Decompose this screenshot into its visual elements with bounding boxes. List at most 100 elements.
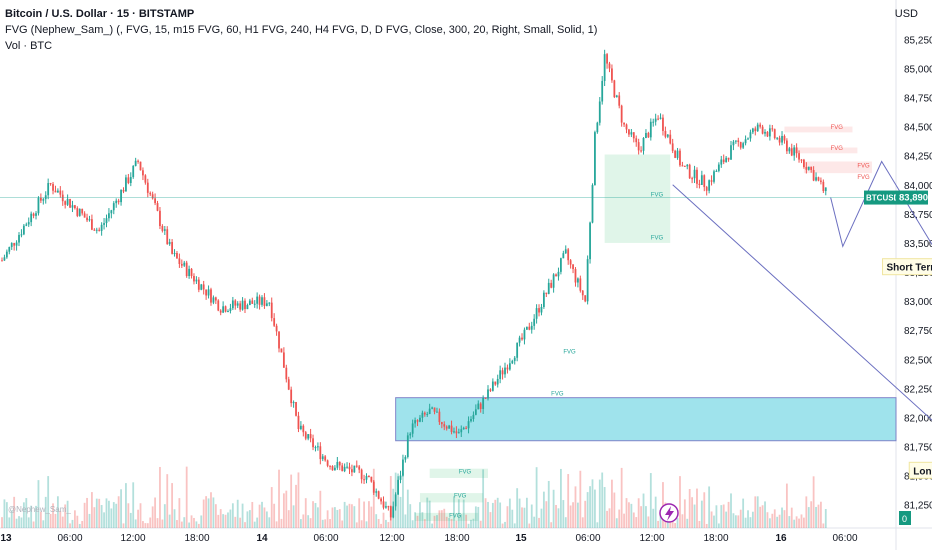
- candle-body: [732, 141, 735, 146]
- candle-body: [273, 318, 276, 326]
- volume-bar: [69, 523, 71, 528]
- volume-bar: [173, 509, 176, 528]
- volume-bar: [217, 514, 220, 528]
- candle-body: [317, 446, 319, 448]
- symbol-title[interactable]: Bitcoin / U.S. Dollar · 15 · BITSTAMP: [5, 8, 195, 20]
- volume-bar: [428, 500, 431, 528]
- candle-body: [115, 200, 118, 204]
- volume-bar: [137, 509, 139, 528]
- y-tick-label: 82,000: [904, 413, 932, 424]
- volume-bar: [698, 520, 701, 528]
- volume-bar: [820, 501, 822, 528]
- volume-bar: [499, 502, 502, 528]
- volume-bar: [742, 498, 745, 528]
- volume-bar: [195, 521, 198, 528]
- candle-body: [49, 183, 52, 185]
- volume-bar: [453, 496, 455, 528]
- volume-bar: [523, 507, 526, 528]
- candle-body: [346, 466, 348, 468]
- candle-body: [482, 397, 485, 410]
- volume-bar: [450, 519, 453, 528]
- candle-body: [159, 210, 161, 227]
- y-tick-label: 81,750: [904, 443, 932, 454]
- candle-body: [574, 269, 577, 283]
- candle-body: [812, 169, 815, 181]
- fvg-label: FVG: [551, 391, 564, 397]
- volume-bar: [460, 514, 463, 528]
- candle-body: [795, 147, 798, 154]
- candle-body: [180, 263, 183, 266]
- volume-bar: [86, 497, 88, 528]
- volume-bar: [805, 496, 808, 528]
- volume-bar: [696, 488, 698, 528]
- volume-bar: [577, 502, 579, 528]
- candle-body: [287, 379, 290, 390]
- volume-bar: [550, 522, 553, 528]
- candle-body: [402, 459, 404, 476]
- candle-body: [314, 447, 317, 449]
- candle-body: [800, 159, 803, 161]
- candle-body: [652, 121, 655, 123]
- volume-bar: [730, 493, 732, 528]
- candle-body: [727, 157, 730, 160]
- candle-body: [151, 194, 154, 199]
- volume-bar: [231, 503, 234, 528]
- volume-bar: [13, 496, 16, 528]
- indicator-legend[interactable]: FVG (Nephew_Sam_) (, FVG, 15, m15 FVG, 6…: [5, 24, 598, 36]
- candle-body: [756, 124, 759, 132]
- volume-bar: [290, 474, 293, 528]
- candle-body: [423, 412, 426, 415]
- candle-body: [562, 253, 565, 259]
- volume-bar: [309, 518, 312, 528]
- volume-bar: [397, 473, 399, 528]
- volume-bar: [795, 516, 798, 528]
- candle-body: [822, 181, 825, 192]
- candle-body: [438, 411, 441, 423]
- volume-bar: [307, 515, 310, 528]
- volume-bar: [788, 516, 791, 528]
- candle-body: [156, 203, 159, 211]
- volume-bar: [620, 467, 623, 528]
- volume-bar: [717, 523, 720, 528]
- volume-bar: [535, 467, 538, 528]
- volume-bar: [380, 523, 382, 528]
- candle-body: [61, 194, 64, 202]
- currency-label[interactable]: USD: [894, 8, 918, 20]
- volume-bar: [662, 482, 664, 528]
- volume-bar: [108, 500, 110, 528]
- candle-body: [212, 297, 215, 303]
- volume-bar: [110, 508, 113, 528]
- volume-bar: [93, 507, 96, 528]
- candle-body: [824, 187, 827, 192]
- volume-bar: [389, 476, 392, 528]
- candle-body: [365, 476, 368, 480]
- candle-body: [798, 153, 800, 160]
- volume-bar: [343, 501, 346, 528]
- y-tick-label: 84,500: [904, 123, 932, 134]
- candle-body: [759, 124, 762, 127]
- volume-bar: [411, 520, 414, 528]
- candle-body: [606, 54, 608, 64]
- volume-bar: [783, 510, 786, 528]
- candle-body: [168, 242, 171, 245]
- candle-body: [372, 481, 375, 493]
- volume-bar: [431, 523, 434, 528]
- candle-body: [708, 180, 711, 191]
- volume-bar: [686, 518, 689, 528]
- candle-body: [290, 389, 293, 404]
- candle-body: [766, 131, 769, 137]
- volume-bar: [414, 512, 416, 528]
- volume-bar: [443, 508, 446, 528]
- volume-bar: [81, 520, 84, 528]
- candle-body: [528, 326, 531, 330]
- candle-body: [484, 397, 487, 399]
- volume-bar: [705, 523, 708, 528]
- volume-bar: [239, 517, 242, 528]
- fvg-gap-box: [415, 512, 479, 522]
- candle-body: [781, 135, 783, 143]
- volume-legend[interactable]: Vol · BTC: [5, 40, 53, 52]
- volume-axis-badge: [899, 511, 911, 525]
- volume-bar: [525, 497, 528, 528]
- candle-body: [669, 134, 672, 144]
